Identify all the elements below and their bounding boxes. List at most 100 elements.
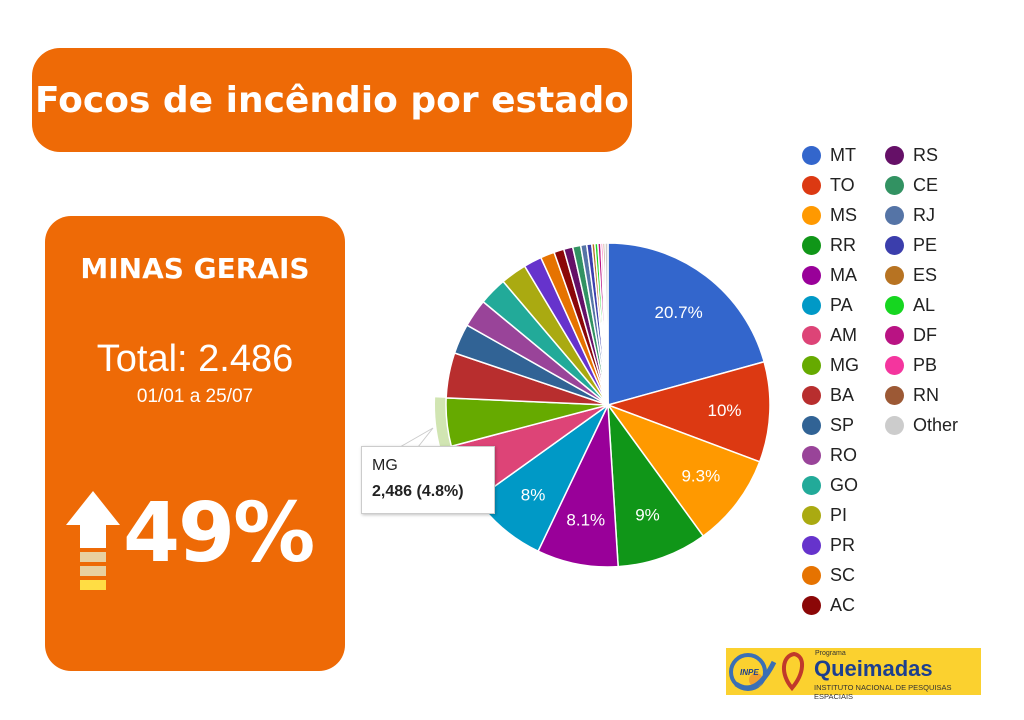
legend-label: RO: [830, 444, 857, 465]
legend-swatch: [802, 565, 821, 585]
legend-label: PI: [830, 504, 848, 525]
legend-item-pa[interactable]: PA: [802, 290, 853, 320]
legend-swatch: [802, 475, 821, 495]
pie-slice-mt[interactable]: [607, 242, 766, 406]
legend-item-go[interactable]: GO: [802, 470, 858, 500]
slice-label-ms: 9.3%: [681, 467, 720, 486]
total-count: Total: 2.486: [96, 338, 294, 380]
date-range: 01/01 a 25/07: [136, 386, 254, 407]
legend-label: PR: [830, 534, 856, 555]
state-name: MINAS GERAIS: [80, 252, 310, 285]
slice-label-rr: 9%: [635, 506, 660, 525]
inpe-text: INPE: [740, 668, 759, 677]
legend-label: SP: [830, 414, 855, 435]
pie-slice-ms[interactable]: [605, 403, 761, 538]
slice-label-to: 10%: [708, 401, 742, 420]
legend-swatch: [802, 355, 821, 375]
legend-label: DF: [913, 324, 937, 345]
legend-item-pi[interactable]: PI: [802, 500, 847, 530]
legend-swatch: [802, 265, 821, 285]
legend-item-ms[interactable]: MS: [802, 200, 857, 230]
tooltip-label: MG: [372, 457, 398, 474]
page-title: Focos de incêndio por estado: [35, 79, 629, 121]
legend-swatch: [885, 355, 904, 375]
logo-institute: INSTITUTO NACIONAL DE PESQUISAS ESPACIAI…: [814, 683, 952, 701]
pie-slice-rr[interactable]: [607, 402, 705, 568]
legend-item-rj[interactable]: RJ: [885, 200, 935, 230]
legend-swatch: [885, 265, 904, 285]
chart-tooltip: MG 2,486 (4.8%): [361, 446, 495, 514]
legend-item-rs[interactable]: RS: [885, 140, 938, 170]
legend-swatch: [802, 595, 821, 615]
legend-swatch: [802, 535, 821, 555]
legend-swatch: [885, 205, 904, 225]
legend-swatch: [802, 445, 821, 465]
tooltip-value: 2,486 (4.8%): [372, 483, 464, 500]
inpe-logo-icon: [729, 651, 804, 692]
pie-slice-to[interactable]: [605, 360, 771, 463]
legend-label: TO: [830, 174, 855, 195]
legend-item-df[interactable]: DF: [885, 320, 937, 350]
legend-swatch: [885, 385, 904, 405]
legend-item-sc[interactable]: SC: [802, 560, 855, 590]
legend-label: MG: [830, 354, 859, 375]
legend-label: ES: [913, 264, 938, 285]
title-banner: Focos de incêndio por estado: [32, 48, 632, 152]
legend-item-pr[interactable]: PR: [802, 530, 855, 560]
legend-item-mg[interactable]: MG: [802, 350, 859, 380]
legend-item-ce[interactable]: CE: [885, 170, 938, 200]
legend-label: BA: [830, 384, 855, 405]
legend-label: AL: [913, 294, 936, 315]
legend-label: PE: [913, 234, 938, 255]
legend-label: CE: [913, 174, 939, 195]
legend-item-al[interactable]: AL: [885, 290, 935, 320]
legend-swatch: [802, 205, 821, 225]
legend-label: AC: [830, 594, 856, 615]
legend-swatch: [885, 325, 904, 345]
legend-item-ro[interactable]: RO: [802, 440, 857, 470]
legend-swatch: [802, 505, 821, 525]
legend-swatch: [885, 295, 904, 315]
legend-label: RR: [830, 234, 856, 255]
legend-label: RJ: [913, 204, 935, 225]
legend-swatch: [885, 235, 904, 255]
legend-item-ma[interactable]: MA: [802, 260, 857, 290]
slice-label-pa: 8%: [521, 485, 546, 504]
state-card: MINAS GERAIS Total: 2.486 01/01 a 25/07 …: [45, 216, 345, 671]
legend-item-rn[interactable]: RN: [885, 380, 939, 410]
legend-item-pe[interactable]: PE: [885, 230, 937, 260]
logo-name: Queimadas: [814, 656, 933, 681]
legend-swatch: [885, 145, 904, 165]
legend-label: AM: [830, 324, 857, 345]
legend-item-ac[interactable]: AC: [802, 590, 855, 620]
legend-label: MA: [830, 264, 857, 285]
legend-item-other[interactable]: Other: [885, 410, 958, 440]
slice-label-ma: 8.1%: [566, 511, 605, 530]
queimadas-logo: INPE Programa Queimadas INSTITUTO NACION…: [726, 648, 981, 701]
up-arrow-icon: [66, 491, 120, 590]
legend-swatch: [802, 235, 821, 255]
legend-item-rr[interactable]: RR: [802, 230, 856, 260]
legend-swatch: [802, 175, 821, 195]
legend-label: MS: [830, 204, 857, 225]
legend-item-ba[interactable]: BA: [802, 380, 854, 410]
legend-label: Other: [913, 414, 959, 435]
legend-item-es[interactable]: ES: [885, 260, 937, 290]
legend-swatch: [885, 175, 904, 195]
legend-item-mt[interactable]: MT: [802, 140, 856, 170]
legend-label: RN: [913, 384, 939, 405]
legend-label: GO: [830, 474, 859, 495]
legend-item-am[interactable]: AM: [802, 320, 857, 350]
legend-label: MT: [830, 144, 856, 165]
legend-swatch: [802, 295, 821, 315]
pie-slice-other[interactable]: [604, 242, 609, 406]
legend-swatch: [885, 415, 904, 435]
legend-swatch: [802, 385, 821, 405]
legend-item-pb[interactable]: PB: [885, 350, 937, 380]
legend-swatch: [802, 415, 821, 435]
legend-swatch: [802, 325, 821, 345]
legend-item-to[interactable]: TO: [802, 170, 855, 200]
legend-item-sp[interactable]: SP: [802, 410, 854, 440]
legend-label: RS: [913, 144, 939, 165]
